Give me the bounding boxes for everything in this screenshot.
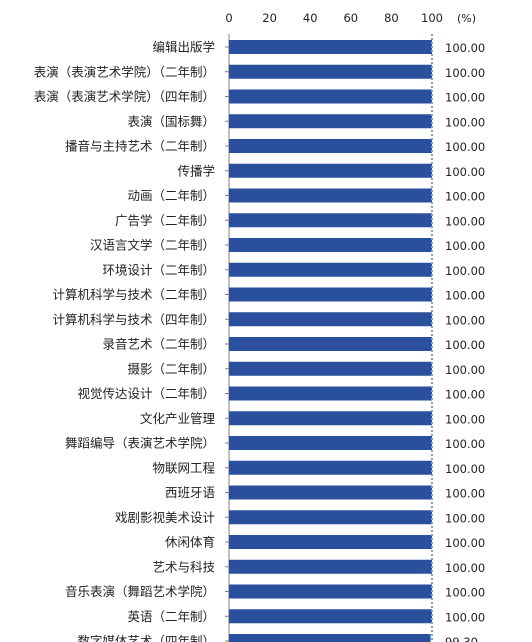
x-tick-label: 40	[303, 11, 318, 25]
x-axis-unit: (%)	[457, 12, 476, 25]
data-label: 100.00	[445, 289, 485, 303]
category-label: 休闲体育	[165, 535, 215, 550]
category-label: 汉语言文学（二年制）	[90, 238, 215, 253]
bar	[229, 262, 432, 277]
bar	[229, 609, 432, 624]
data-label: 100.00	[445, 190, 485, 204]
category-label: 西班牙语	[165, 485, 215, 500]
bar	[229, 287, 432, 302]
category-label: 戏剧影视美术设计	[115, 510, 215, 525]
data-label: 100.00	[445, 437, 485, 451]
data-label: 100.00	[445, 561, 485, 575]
bar	[229, 312, 432, 327]
x-tick-label: 0	[225, 11, 232, 25]
bar	[229, 535, 432, 549]
category-label: 计算机科学与技术（四年制）	[52, 312, 215, 327]
category-label: 动画（二年制）	[127, 188, 215, 203]
category-label: 表演（表演艺术学院）（四年制）	[34, 89, 215, 104]
category-label: 录音艺术（二年制）	[102, 337, 215, 352]
bar	[229, 337, 432, 351]
bar	[229, 436, 432, 450]
bar	[229, 89, 432, 104]
bar	[229, 411, 432, 426]
data-label: 100.00	[445, 239, 485, 253]
data-label: 100.00	[445, 487, 485, 501]
x-tick-label: 100	[421, 11, 443, 25]
data-label: 100.00	[445, 338, 485, 352]
data-label: 100.00	[445, 511, 485, 525]
category-label: 计算机科学与技术（二年制）	[52, 287, 215, 302]
data-label: 100.00	[445, 91, 485, 105]
category-label: 文化产业管理	[140, 411, 216, 426]
data-label: 100.00	[445, 115, 485, 129]
bar	[229, 64, 432, 79]
category-label: 物联网工程	[152, 460, 215, 475]
category-label: 英语（二年制）	[127, 609, 215, 624]
x-tick-label: 20	[262, 11, 277, 25]
bar	[229, 213, 432, 228]
category-label: 传播学	[177, 163, 215, 178]
data-label: 100.00	[445, 412, 485, 426]
data-label: 100.00	[445, 536, 485, 550]
bar	[229, 559, 432, 574]
x-tick-label: 60	[343, 11, 358, 25]
data-label: 100.00	[445, 313, 485, 327]
data-label: 100.00	[445, 363, 485, 377]
category-label: 摄影（二年制）	[127, 361, 215, 376]
data-label: 100.00	[445, 264, 485, 278]
data-label: 100.00	[445, 586, 485, 600]
bar	[229, 361, 432, 376]
bar	[229, 634, 431, 642]
bar	[229, 510, 432, 525]
category-label: 播音与主持艺术（二年制）	[65, 139, 215, 154]
bar	[229, 40, 432, 54]
category-label: 音乐表演（舞蹈艺术学院）	[65, 584, 215, 599]
data-label: 100.00	[445, 66, 485, 80]
data-label: 100.00	[445, 41, 485, 55]
data-label: 100.00	[445, 165, 485, 179]
bar	[229, 460, 432, 475]
bar	[229, 485, 432, 500]
bar	[229, 188, 432, 203]
data-label: 100.00	[445, 610, 485, 624]
bar	[229, 139, 432, 153]
category-label: 数字媒体艺术（四年制）	[77, 634, 215, 642]
x-tick-label: 80	[384, 11, 399, 25]
bar	[229, 238, 432, 252]
category-label: 舞蹈编导（表演艺术学院）	[65, 436, 215, 451]
category-label: 编辑出版学	[152, 40, 215, 55]
data-label: 100.00	[445, 388, 485, 402]
data-label: 100.00	[445, 140, 485, 154]
category-label: 广告学（二年制）	[115, 213, 215, 228]
data-label: 100.00	[445, 462, 485, 476]
category-label: 艺术与科技	[152, 559, 215, 574]
category-label: 视觉传达设计（二年制）	[77, 386, 215, 401]
bar	[229, 114, 432, 129]
category-label: 表演（国标舞）	[127, 114, 215, 129]
bar	[229, 386, 432, 401]
bar	[229, 584, 432, 599]
category-label: 环境设计（二年制）	[102, 262, 215, 277]
data-label: 100.00	[445, 214, 485, 228]
category-label: 表演（表演艺术学院）（二年制）	[34, 64, 215, 79]
bar	[229, 163, 432, 178]
data-label: 99.30	[445, 635, 478, 642]
